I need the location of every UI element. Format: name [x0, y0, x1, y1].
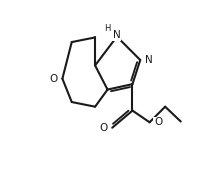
Text: N: N — [145, 55, 153, 65]
Text: H: H — [104, 23, 111, 33]
Text: N: N — [113, 30, 121, 40]
Text: O: O — [154, 117, 162, 127]
Text: O: O — [50, 74, 58, 84]
Text: O: O — [99, 123, 108, 133]
